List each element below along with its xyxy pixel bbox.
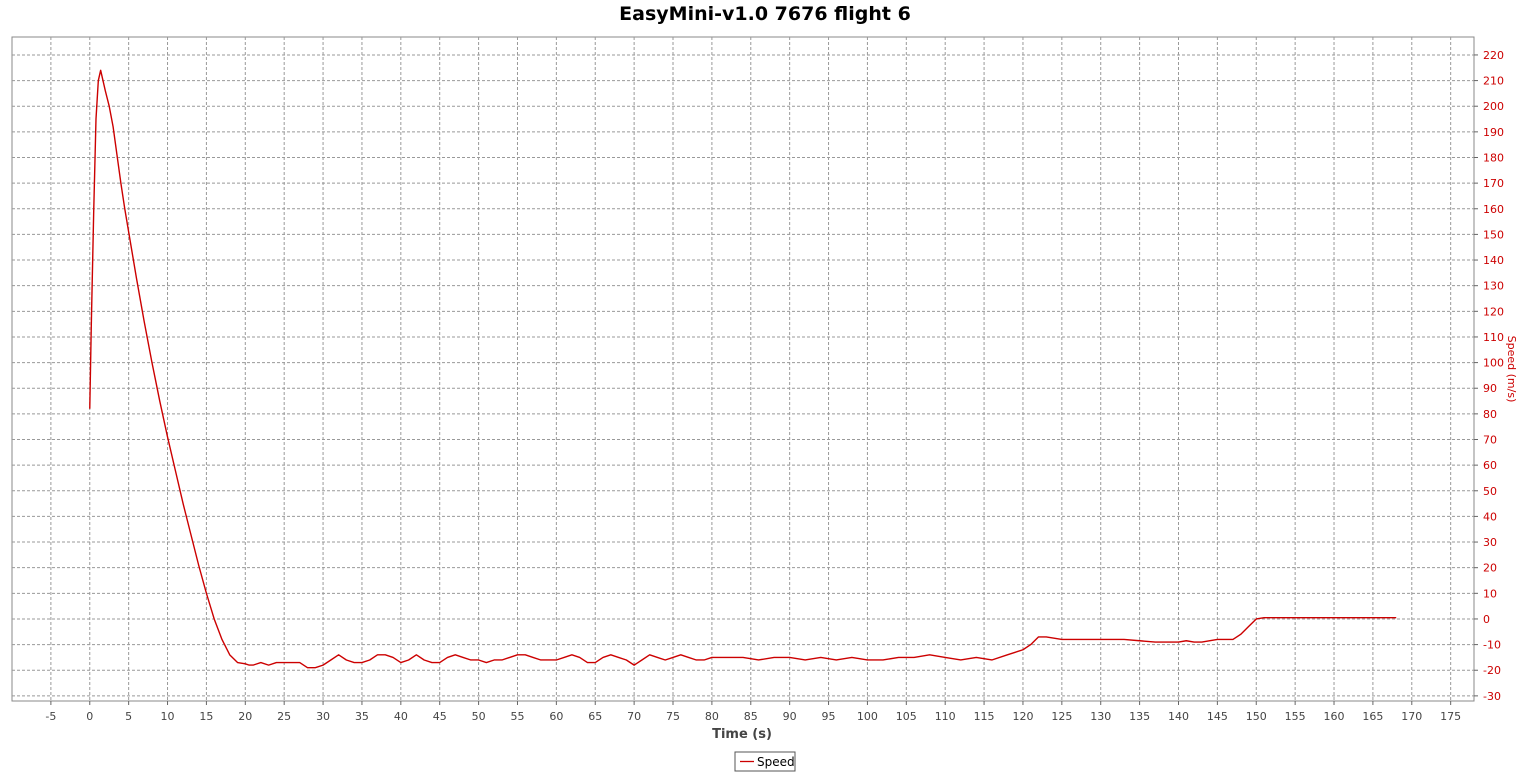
x-tick-label: 45 [433, 710, 447, 723]
y-tick-label: 180 [1483, 151, 1504, 164]
y-tick-label: 140 [1483, 254, 1504, 267]
x-tick-label: 85 [744, 710, 758, 723]
x-tick-label: 165 [1362, 710, 1383, 723]
y-tick-label: 90 [1483, 382, 1497, 395]
x-tick-label: 140 [1168, 710, 1189, 723]
x-tick-label: 60 [549, 710, 563, 723]
x-tick-label: 100 [857, 710, 878, 723]
legend-box [734, 751, 796, 772]
x-tick-label: 75 [666, 710, 680, 723]
x-tick-label: 20 [238, 710, 252, 723]
x-tick-label: 0 [86, 710, 93, 723]
x-tick-label: 105 [896, 710, 917, 723]
y-tick-label: -10 [1483, 639, 1501, 652]
x-tick-label: 160 [1324, 710, 1345, 723]
y-tick-label: 210 [1483, 75, 1504, 88]
y-tick-label: 110 [1483, 331, 1504, 344]
legend: Speed [734, 751, 796, 772]
series-line-speed [89, 69, 1397, 669]
x-tick-label: 70 [627, 710, 641, 723]
y-tick-label: 80 [1483, 408, 1497, 421]
x-tick-label: 90 [783, 710, 797, 723]
x-tick-label: 5 [125, 710, 132, 723]
y-tick-label: 50 [1483, 485, 1497, 498]
x-axis-label: Time (s) [712, 727, 772, 742]
x-tick-label: 40 [394, 710, 408, 723]
x-tick-label: 50 [472, 710, 486, 723]
x-tick-label: 55 [510, 710, 524, 723]
y-tick-label: 200 [1483, 100, 1504, 113]
tick-layer: -5 0 5 10 15 20 25 30 35 40 45 50 55 60 65 70 75 80 85 90 95… [45, 49, 1504, 723]
grid-layer [12, 37, 1474, 701]
y-tick-label: 170 [1483, 177, 1504, 190]
x-tick-label: 120 [1012, 710, 1033, 723]
x-tick-label: 95 [822, 710, 836, 723]
y-tick-label: 70 [1483, 434, 1497, 447]
x-tick-label: 15 [199, 710, 213, 723]
y-tick-label: 190 [1483, 126, 1504, 139]
x-tick-label: 65 [588, 710, 602, 723]
y-tick-label: 130 [1483, 280, 1504, 293]
y-tick-label: 60 [1483, 459, 1497, 472]
y-tick-label: 0 [1483, 613, 1490, 626]
y-tick-label: -20 [1483, 664, 1501, 677]
y-tick-label: 100 [1483, 357, 1504, 370]
x-tick-label: 145 [1207, 710, 1228, 723]
y-tick-label: 220 [1483, 49, 1504, 62]
chart-title: EasyMini-v1.0 7676 flight 6 [619, 3, 911, 25]
x-tick-label: 130 [1090, 710, 1111, 723]
y-tick-label: 120 [1483, 305, 1504, 318]
x-tick-label: 175 [1440, 710, 1461, 723]
y-tick-label: 160 [1483, 203, 1504, 216]
plot-background [11, 36, 1475, 702]
y-tick-label: -30 [1483, 690, 1501, 703]
series-layer [89, 69, 1397, 669]
x-tick-label: 25 [277, 710, 291, 723]
x-tick-label: 115 [974, 710, 995, 723]
legend-label-speed: Speed [757, 755, 795, 769]
y-tick-label: 10 [1483, 587, 1497, 600]
x-tick-label: 150 [1246, 710, 1267, 723]
x-tick-label: 170 [1401, 710, 1422, 723]
x-tick-label: 80 [705, 710, 719, 723]
y-axis-label: Speed (m/s) [1505, 336, 1518, 403]
x-tick-label: 110 [935, 710, 956, 723]
x-tick-label: 10 [161, 710, 175, 723]
x-tick-label: 135 [1129, 710, 1150, 723]
x-tick-label: 155 [1285, 710, 1306, 723]
x-tick-label: 125 [1051, 710, 1072, 723]
x-tick-label: 30 [316, 710, 330, 723]
y-tick-label: 20 [1483, 562, 1497, 575]
x-tick-label: -5 [45, 710, 56, 723]
y-tick-label: 40 [1483, 510, 1497, 523]
y-tick-label: 30 [1483, 536, 1497, 549]
y-tick-label: 150 [1483, 228, 1504, 241]
x-tick-label: 35 [355, 710, 369, 723]
